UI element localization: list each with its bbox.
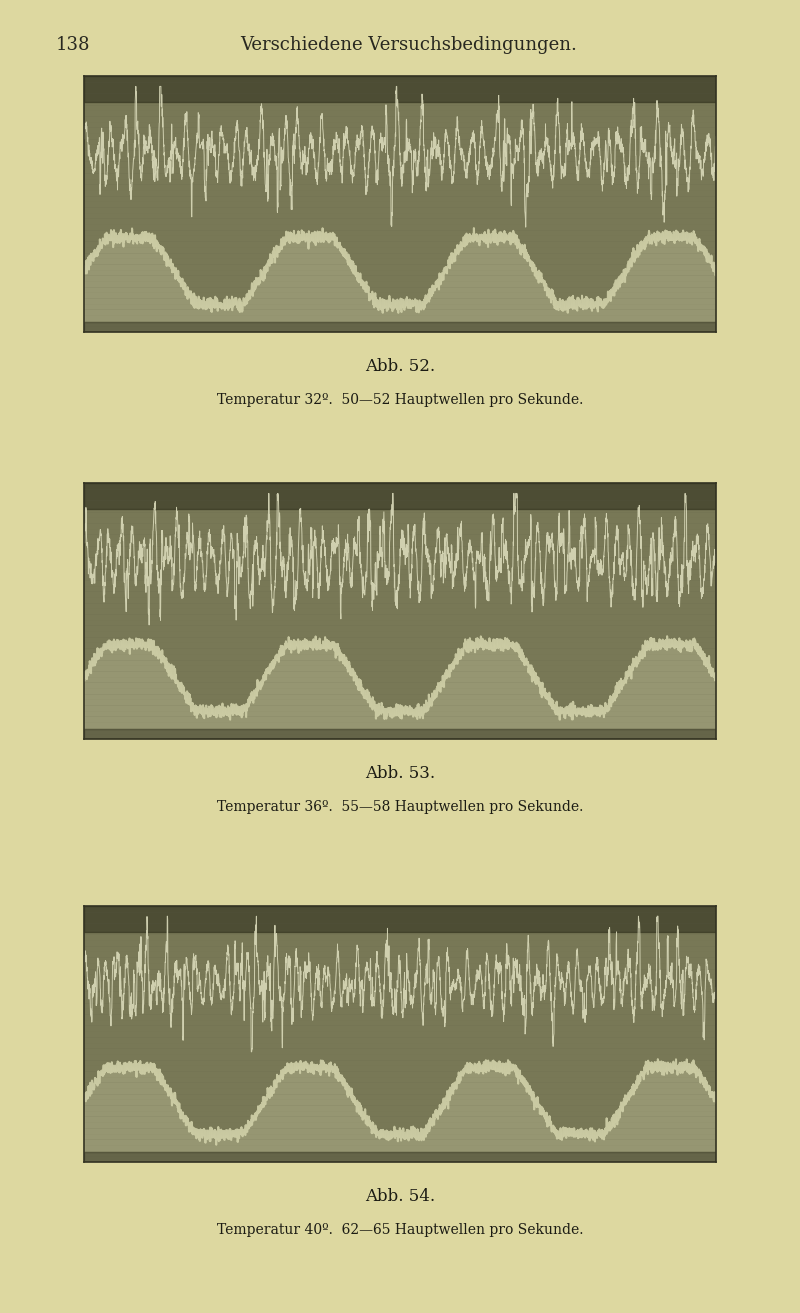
Text: Abb. 52.: Abb. 52. (365, 358, 435, 376)
Bar (84, 906, 716, 932)
Text: 138: 138 (56, 35, 90, 54)
Bar (84, 483, 716, 508)
Text: Temperatur 40º.  62—65 Hauptwellen pro Sekunde.: Temperatur 40º. 62—65 Hauptwellen pro Se… (217, 1224, 583, 1237)
Bar (84, 322, 716, 332)
Text: Abb. 53.: Abb. 53. (365, 765, 435, 783)
Bar (84, 76, 716, 101)
Bar (84, 1152, 716, 1162)
Text: Temperatur 36º.  55—58 Hauptwellen pro Sekunde.: Temperatur 36º. 55—58 Hauptwellen pro Se… (217, 801, 583, 814)
Text: Temperatur 32º.  50—52 Hauptwellen pro Sekunde.: Temperatur 32º. 50—52 Hauptwellen pro Se… (217, 394, 583, 407)
Text: Verschiedene Versuchsbedingungen.: Verschiedene Versuchsbedingungen. (240, 35, 577, 54)
Text: Abb. 54.: Abb. 54. (365, 1188, 435, 1205)
Bar (84, 729, 716, 739)
